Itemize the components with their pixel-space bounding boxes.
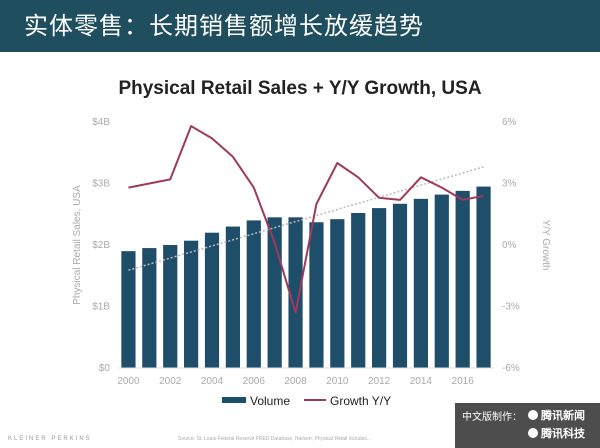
x-tick-label: 2014 [410,376,433,387]
y-right-axis-label: Y/Y Growth [540,220,551,271]
bar-volume [413,198,428,368]
y-left-tick-label: $2B [92,240,110,251]
watermark-logo-icon-2 [528,428,538,438]
watermark-brand-1: 腾讯新闻 [541,409,585,422]
bar-volume [372,208,387,368]
legend-label-volume: Volume [250,394,290,408]
y-left-axis-label: Physical Retail Sales, USA [72,185,83,305]
trend-line [128,166,484,271]
y-right-tick-label: -6% [502,363,520,374]
bar-volume [142,248,157,368]
footer-brand: KLEINER PERKINS [8,436,92,442]
x-tick-label: 2004 [201,376,224,387]
bar-volume [184,240,199,368]
header-bar: 实体零售：长期销售额增长放缓趋势 [0,0,600,52]
x-tick-label: 2012 [368,376,391,387]
y-right-tick-label: 0% [502,240,517,251]
legend-label-growth: Growth Y/Y [330,394,391,408]
bar-volume [246,220,261,368]
bar-volume [330,219,345,368]
bar-volume [351,213,366,368]
bar-volume [392,203,408,368]
y-left-tick-label: $0 [99,363,111,374]
bar-volume [476,186,491,368]
chart-title: Physical Retail Sales + Y/Y Growth, USA [118,78,482,99]
watermark-brand-2: 腾讯科技 [541,427,585,440]
bar-volume [309,222,324,368]
bar-volume [267,217,282,368]
watermark-box [455,403,600,448]
y-left-tick-label: $3B [92,179,110,190]
bar-volume [204,232,220,368]
legend-swatch-volume [222,397,246,403]
y-left-tick-label: $4B [92,117,110,128]
growth-line [128,125,484,314]
bar-volume [163,245,178,368]
x-tick-label: 2006 [243,376,266,387]
bar-volume [288,217,303,368]
y-right-tick-label: -3% [502,302,520,313]
x-tick-label: 2000 [117,376,140,387]
bar-volume [121,251,136,368]
x-tick-label: 2002 [159,376,182,387]
bar-volume [434,194,449,368]
watermark-label: 中文版制作： [462,412,522,423]
page-title: 实体零售：长期销售额增长放缓趋势 [24,12,424,40]
y-right-tick-label: 6% [502,117,517,128]
x-tick-label: 2008 [284,376,307,387]
y-left-tick-label: $1B [92,302,110,313]
y-right-tick-label: 3% [502,179,517,190]
bar-volume [455,190,470,368]
watermark-logo-icon [528,410,538,420]
x-tick-label: 2016 [452,376,475,387]
bar-volume [225,226,240,368]
x-tick-label: 2010 [326,376,349,387]
footer-source: Source: St. Louis Federal Reserve FRED D… [178,436,372,442]
